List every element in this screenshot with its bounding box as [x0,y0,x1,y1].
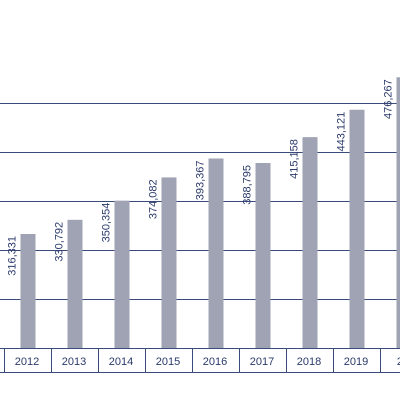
data-label: 388,795 [242,165,254,205]
data-label: 350,354 [101,203,113,243]
bar [255,162,271,348]
bar [20,233,36,348]
data-labels: 316,331 330,792 350,354 374,082 393,367 388,7… [7,79,395,276]
tick-label: 20 [397,356,400,368]
data-label: 415,158 [289,139,301,179]
tick-label: 2015 [156,356,180,368]
tick-label: 2018 [297,356,321,368]
data-label: 316,331 [7,236,19,276]
data-label: 374,082 [148,179,160,219]
bar [396,77,400,349]
tick-label: 2019 [344,356,368,368]
data-label: 443,121 [336,112,348,152]
bars [20,77,400,349]
tick-label: 2014 [109,356,133,368]
bar [208,158,224,348]
tick-label: 2012 [15,356,39,368]
x-axis: 2012 2013 2014 2015 2016 2017 2018 2019 20 [0,348,400,373]
tick-label: 2016 [203,356,227,368]
bar [302,137,318,348]
bar [114,200,130,348]
data-label: 476,267 [383,79,395,119]
bar [67,219,83,348]
data-label: 330,792 [54,222,66,262]
data-label: 393,367 [195,161,207,201]
tick-label: 2017 [250,356,274,368]
tick-label: 2013 [62,356,86,368]
bar [349,109,365,348]
bar [161,177,177,348]
